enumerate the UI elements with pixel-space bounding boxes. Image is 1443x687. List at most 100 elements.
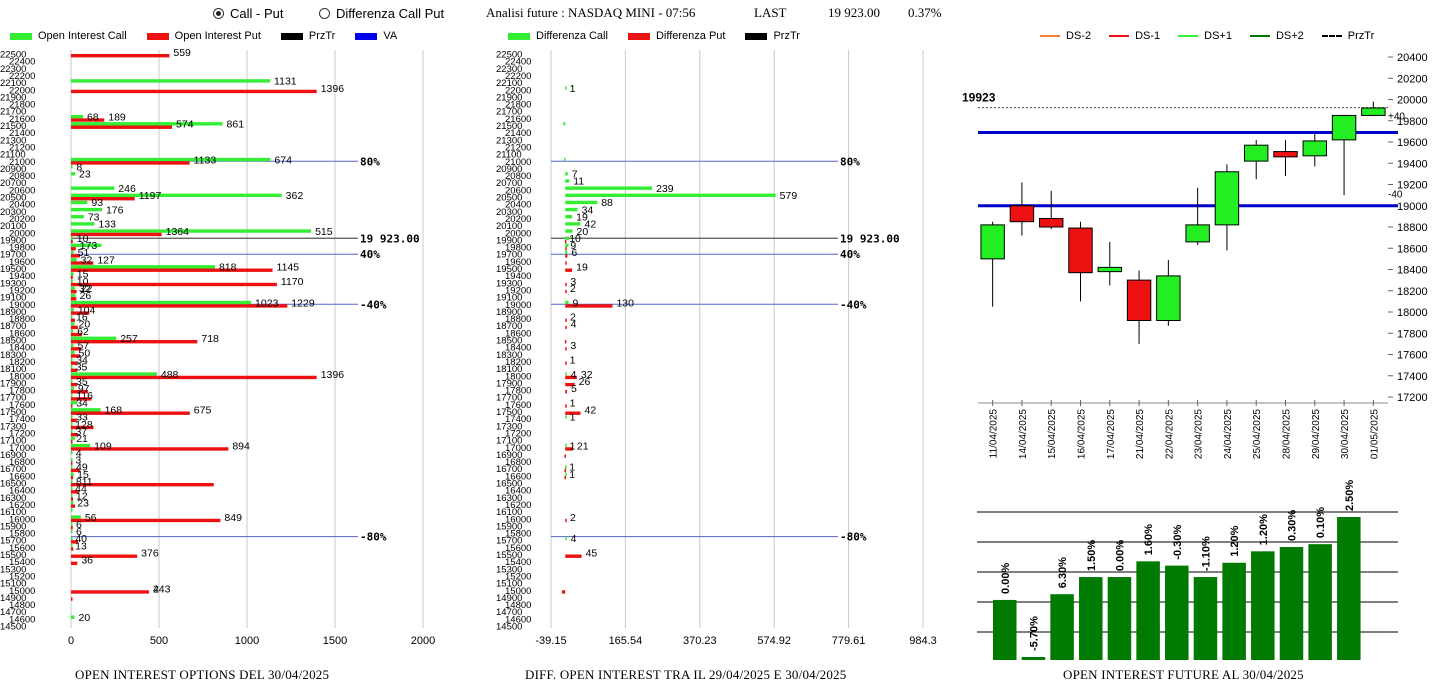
x-tick-label: 984.3 [909, 635, 937, 647]
strike-label: 18000 [505, 371, 531, 382]
call-bar [71, 243, 102, 248]
radio-checked-icon[interactable] [213, 8, 224, 19]
put-bar [71, 483, 214, 487]
date-label: 30/04/2025 [1340, 409, 1351, 459]
strike-label: 18500 [496, 336, 522, 347]
strike-label: 15900 [0, 521, 26, 532]
bar-value-label: 376 [141, 548, 159, 560]
put-bar [565, 390, 568, 394]
call-bar [565, 415, 567, 419]
put-bar [71, 468, 80, 473]
call-bar [71, 172, 76, 176]
put-bar [71, 504, 76, 508]
bar-value-label: 11 [573, 176, 584, 188]
put-bar [71, 490, 79, 494]
bar-value-label: 130 [616, 297, 634, 309]
legend-ds+1-label: DS+1 [1204, 30, 1232, 42]
put-bar [71, 375, 317, 380]
put-bar [564, 468, 567, 473]
call-bar [71, 436, 75, 441]
bar-value-label: 13 [75, 540, 87, 552]
strike-label: 21900 [496, 92, 522, 103]
radio-call-put-label: Call - Put [230, 6, 284, 21]
call-bar [71, 465, 73, 469]
reference-label: -40% [840, 298, 867, 311]
put-bar [71, 525, 73, 530]
strike-label: 20700 [0, 178, 26, 189]
oi-bar [1021, 657, 1046, 660]
bar-value-label: 574 [176, 119, 194, 131]
date-label: 14/04/2025 [1018, 409, 1029, 459]
legend-swatch-diff-call [508, 32, 530, 40]
strike-label: 14500 [0, 622, 26, 633]
bar-value-label: 1133 [194, 154, 217, 166]
strike-label: 19500 [496, 264, 522, 275]
strike-label: 22000 [9, 85, 35, 96]
legend-przTr3-label: PrzTr [1347, 30, 1375, 42]
call-bar [565, 243, 569, 248]
put-bar [71, 497, 74, 501]
bar-value-label: 49 [76, 462, 88, 474]
bar-value-label: 37 [76, 426, 88, 438]
oi-options-chart: 0 500 1000 1500 2000225002240022300222002210… [0, 47, 435, 647]
radio-diff-call-put[interactable]: Differenza Call Put [319, 6, 444, 21]
put-bar [565, 261, 567, 265]
strike-label: 19900 [0, 235, 26, 246]
put-bar [71, 318, 75, 322]
bar-value-label: 9 [573, 297, 579, 309]
call-bar [71, 207, 102, 212]
put-bar [71, 540, 79, 544]
strike-label: 19800 [9, 243, 35, 254]
put-bar [71, 411, 190, 415]
strike-label: 16200 [9, 500, 35, 511]
strike-label: 20600 [505, 185, 531, 196]
radio-call-put[interactable]: Call - Put [213, 6, 283, 21]
legend-swatch-przTr [280, 32, 303, 40]
strike-label: 18800 [9, 314, 35, 325]
put-bar [71, 261, 94, 265]
put-bar [565, 289, 567, 294]
date-label: 01/05/2025 [1369, 409, 1380, 459]
strike-label: 14600 [505, 614, 531, 625]
strike-label: 17500 [496, 407, 522, 418]
date-label: 21/04/2025 [1135, 409, 1146, 459]
strike-label: 17600 [9, 400, 35, 411]
put-bar [565, 411, 581, 415]
put-bar [71, 275, 73, 280]
put-bar [71, 311, 90, 315]
x-tick-label: 779.61 [832, 635, 866, 647]
oi-bar [1308, 544, 1332, 660]
strike-label: 14700 [496, 607, 522, 618]
put-bar [71, 332, 82, 337]
call-bar [71, 186, 115, 190]
bar-value-label: 73 [88, 211, 100, 223]
strike-label: 16200 [505, 500, 531, 511]
legend-ds-2-label: DS-2 [1066, 30, 1092, 42]
date-label: 24/04/2025 [1223, 409, 1234, 459]
strike-label: 17600 [505, 400, 531, 411]
bar-value-label: 2 [570, 312, 576, 324]
call-bar [71, 522, 73, 526]
bar-value-label: 127 [97, 254, 115, 266]
oi-bar [1079, 577, 1103, 660]
radio-unchecked-icon[interactable] [319, 8, 330, 19]
date-label: 29/04/2025 [1311, 409, 1322, 459]
strike-label: 19400 [505, 271, 531, 282]
reference-label: -80% [360, 531, 387, 544]
put-bar [71, 282, 277, 287]
put-bar [71, 397, 92, 401]
strike-label: 17800 [9, 386, 35, 397]
strike-label: 20000 [505, 228, 531, 239]
bar-value-label: 189 [108, 111, 126, 123]
x-tick-label: 500 [150, 635, 168, 647]
bar-value-label: 34 [582, 204, 594, 216]
put-bar [71, 247, 76, 251]
call-bar [71, 279, 73, 283]
y-tick-label: 18000 [1397, 307, 1428, 319]
date-label: 25/04/2025 [1252, 409, 1263, 459]
put-bar [564, 239, 567, 244]
call-bar [71, 272, 74, 276]
bar-value-label: 4 [76, 447, 82, 459]
bar-value-label: 34 [76, 354, 88, 366]
legend-diff-put-label: Differenza Put [655, 30, 726, 42]
